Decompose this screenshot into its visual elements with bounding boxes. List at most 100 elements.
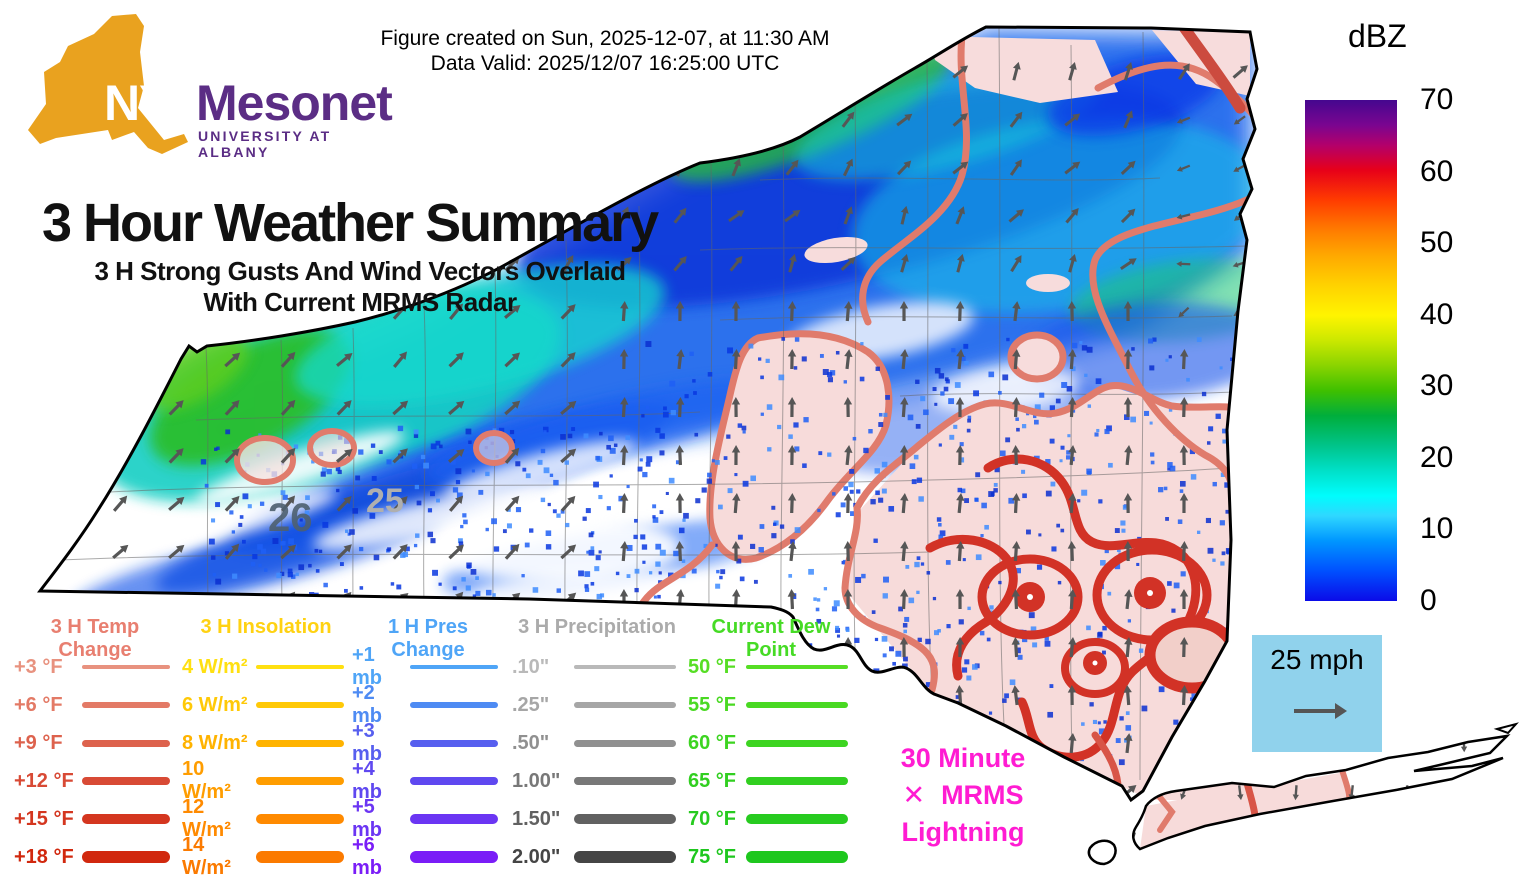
wind-speed-key: 25 mph xyxy=(1252,635,1382,752)
wind-arrow-icon xyxy=(731,589,741,610)
wind-arrow-icon xyxy=(1011,685,1020,706)
legend-row: .50" xyxy=(512,724,682,762)
wind-arrow-icon xyxy=(1456,688,1472,704)
wind-arrow-icon xyxy=(900,205,909,225)
legend-value-label: 1.00" xyxy=(512,769,561,792)
wind-arrow-icon xyxy=(731,445,741,466)
wind-arrow-icon xyxy=(1516,785,1524,801)
wind-arrow-icon xyxy=(448,160,465,176)
wind-arrow-icon xyxy=(956,349,965,370)
wind-arrow-icon xyxy=(1124,445,1133,466)
wind-arrow-icon xyxy=(1511,493,1531,513)
wind-arrow-icon xyxy=(952,65,969,79)
legend-line-swatch xyxy=(574,776,676,786)
wind-arrow-icon xyxy=(560,448,577,464)
wind-arrow-icon xyxy=(840,256,856,271)
wind-arrow-icon xyxy=(731,397,741,418)
wind-arrow-icon xyxy=(392,400,409,416)
wind-arrow-icon xyxy=(224,352,241,368)
wind-arrow-icon xyxy=(1233,163,1247,172)
wind-arrow-icon xyxy=(844,349,853,370)
legend-line-swatch xyxy=(574,851,676,863)
legend-value-label: +4 mb xyxy=(352,758,382,803)
legend-column-header: 3 H Precipitation xyxy=(518,616,676,638)
legend-line-swatch xyxy=(82,739,170,747)
wind-arrow-icon xyxy=(281,495,296,512)
wind-arrow-icon xyxy=(1011,589,1021,610)
wind-arrow-icon xyxy=(900,253,909,273)
wind-arrow-icon xyxy=(1178,63,1190,81)
wind-arrow-icon xyxy=(842,158,854,177)
wind-arrow-icon xyxy=(1068,637,1077,658)
colorbar-tick: 10 xyxy=(1420,512,1454,546)
wind-arrow-icon xyxy=(785,159,799,176)
legend-column: 3 H Precipitation .10" .25" .50" 1.00" 1.50" 2… xyxy=(512,616,682,876)
wind-arrow-icon xyxy=(1010,255,1022,273)
wind-arrow-icon xyxy=(224,543,240,560)
wind-arrow-icon xyxy=(619,206,629,225)
wind-arrow-icon xyxy=(560,352,576,368)
wind-arrow-icon xyxy=(1511,541,1531,561)
wind-arrow-icon xyxy=(1179,493,1189,514)
wind-arrow-icon xyxy=(504,447,520,464)
wind-arrow-icon xyxy=(900,397,909,418)
wind-arrow-icon xyxy=(448,495,464,512)
colorbar-tick: 30 xyxy=(1420,369,1454,403)
wind-arrow-icon xyxy=(1180,737,1188,753)
wind-arrow-icon xyxy=(1400,688,1417,704)
wind-arrow-icon xyxy=(1179,445,1189,466)
wind-arrow-icon xyxy=(1288,447,1304,464)
wind-arrow-icon xyxy=(1400,208,1417,224)
wind-arrow-icon xyxy=(729,255,743,272)
wind-arrow-icon xyxy=(955,685,964,706)
legend-value-label: 4 W/m² xyxy=(182,655,248,678)
wind-arrow-icon xyxy=(336,544,352,560)
legend-value-label: 75 °F xyxy=(688,845,737,868)
logo-name: Mesonet xyxy=(196,75,393,131)
legend-row: 50 °F xyxy=(688,648,854,686)
wind-arrow-icon xyxy=(560,544,577,560)
wind-arrow-icon xyxy=(1515,833,1524,849)
wind-arrow-icon xyxy=(899,589,909,610)
wind-arrow-icon xyxy=(1400,352,1417,368)
legend-column: Current Dew Point 50 °F 55 °F 60 °F 65 °F 70 … xyxy=(688,616,854,876)
wind-arrow-icon xyxy=(731,158,741,177)
wind-arrow-icon xyxy=(1236,493,1245,514)
wind-arrow-icon xyxy=(619,349,629,370)
legend-line-swatch xyxy=(746,702,848,708)
wind-arrow-icon xyxy=(1400,495,1416,512)
wind-arrow-icon xyxy=(168,448,184,464)
wind-arrow-icon xyxy=(619,589,629,610)
wind-arrow-icon xyxy=(955,301,965,322)
legend-column-header: Current Dew Point xyxy=(711,616,831,661)
wind-speed-label: 25 mph xyxy=(1270,644,1364,675)
gust-contour-label-25: 25 xyxy=(366,482,404,520)
legend-value-label: +18 °F xyxy=(14,845,74,868)
wind-arrow-icon xyxy=(1068,397,1077,418)
legend-row: +1 mb xyxy=(352,644,504,689)
wind-arrow-icon xyxy=(1400,448,1417,464)
legend-value-label: .50" xyxy=(512,731,550,754)
legend-row: 70 °F xyxy=(688,800,854,838)
wind-arrow-icon xyxy=(900,541,909,562)
legend-value-label: .25" xyxy=(512,693,550,716)
legend-value-label: 50 °F xyxy=(688,655,737,678)
wind-arrow-icon xyxy=(1511,349,1531,369)
legend-row: +5 mb xyxy=(352,796,504,841)
wind-arrow-icon xyxy=(1236,541,1245,562)
legend-column: 1 H Pres Change +1 mb +2 mb +3 mb +4 mb +5 mb… xyxy=(352,616,504,876)
page-title: 3 Hour Weather Summary xyxy=(42,193,659,253)
wind-arrow-icon xyxy=(56,447,72,464)
legend-line-swatch xyxy=(574,665,676,669)
wind-arrow-icon xyxy=(675,397,685,418)
wind-arrow-icon xyxy=(560,495,576,512)
legend-line-swatch xyxy=(746,776,848,786)
legend-column: 3 H Insolation 4 W/m² 6 W/m² 8 W/m² 10 W/m² 1… xyxy=(182,616,350,876)
wind-arrow-icon xyxy=(1124,637,1133,658)
legend-row: +3 °F xyxy=(14,648,176,686)
wind-arrow-icon xyxy=(336,449,353,463)
wind-arrow-icon xyxy=(1068,493,1077,514)
wind-arrow-icon xyxy=(1068,589,1077,610)
legend-line-swatch xyxy=(746,814,848,824)
